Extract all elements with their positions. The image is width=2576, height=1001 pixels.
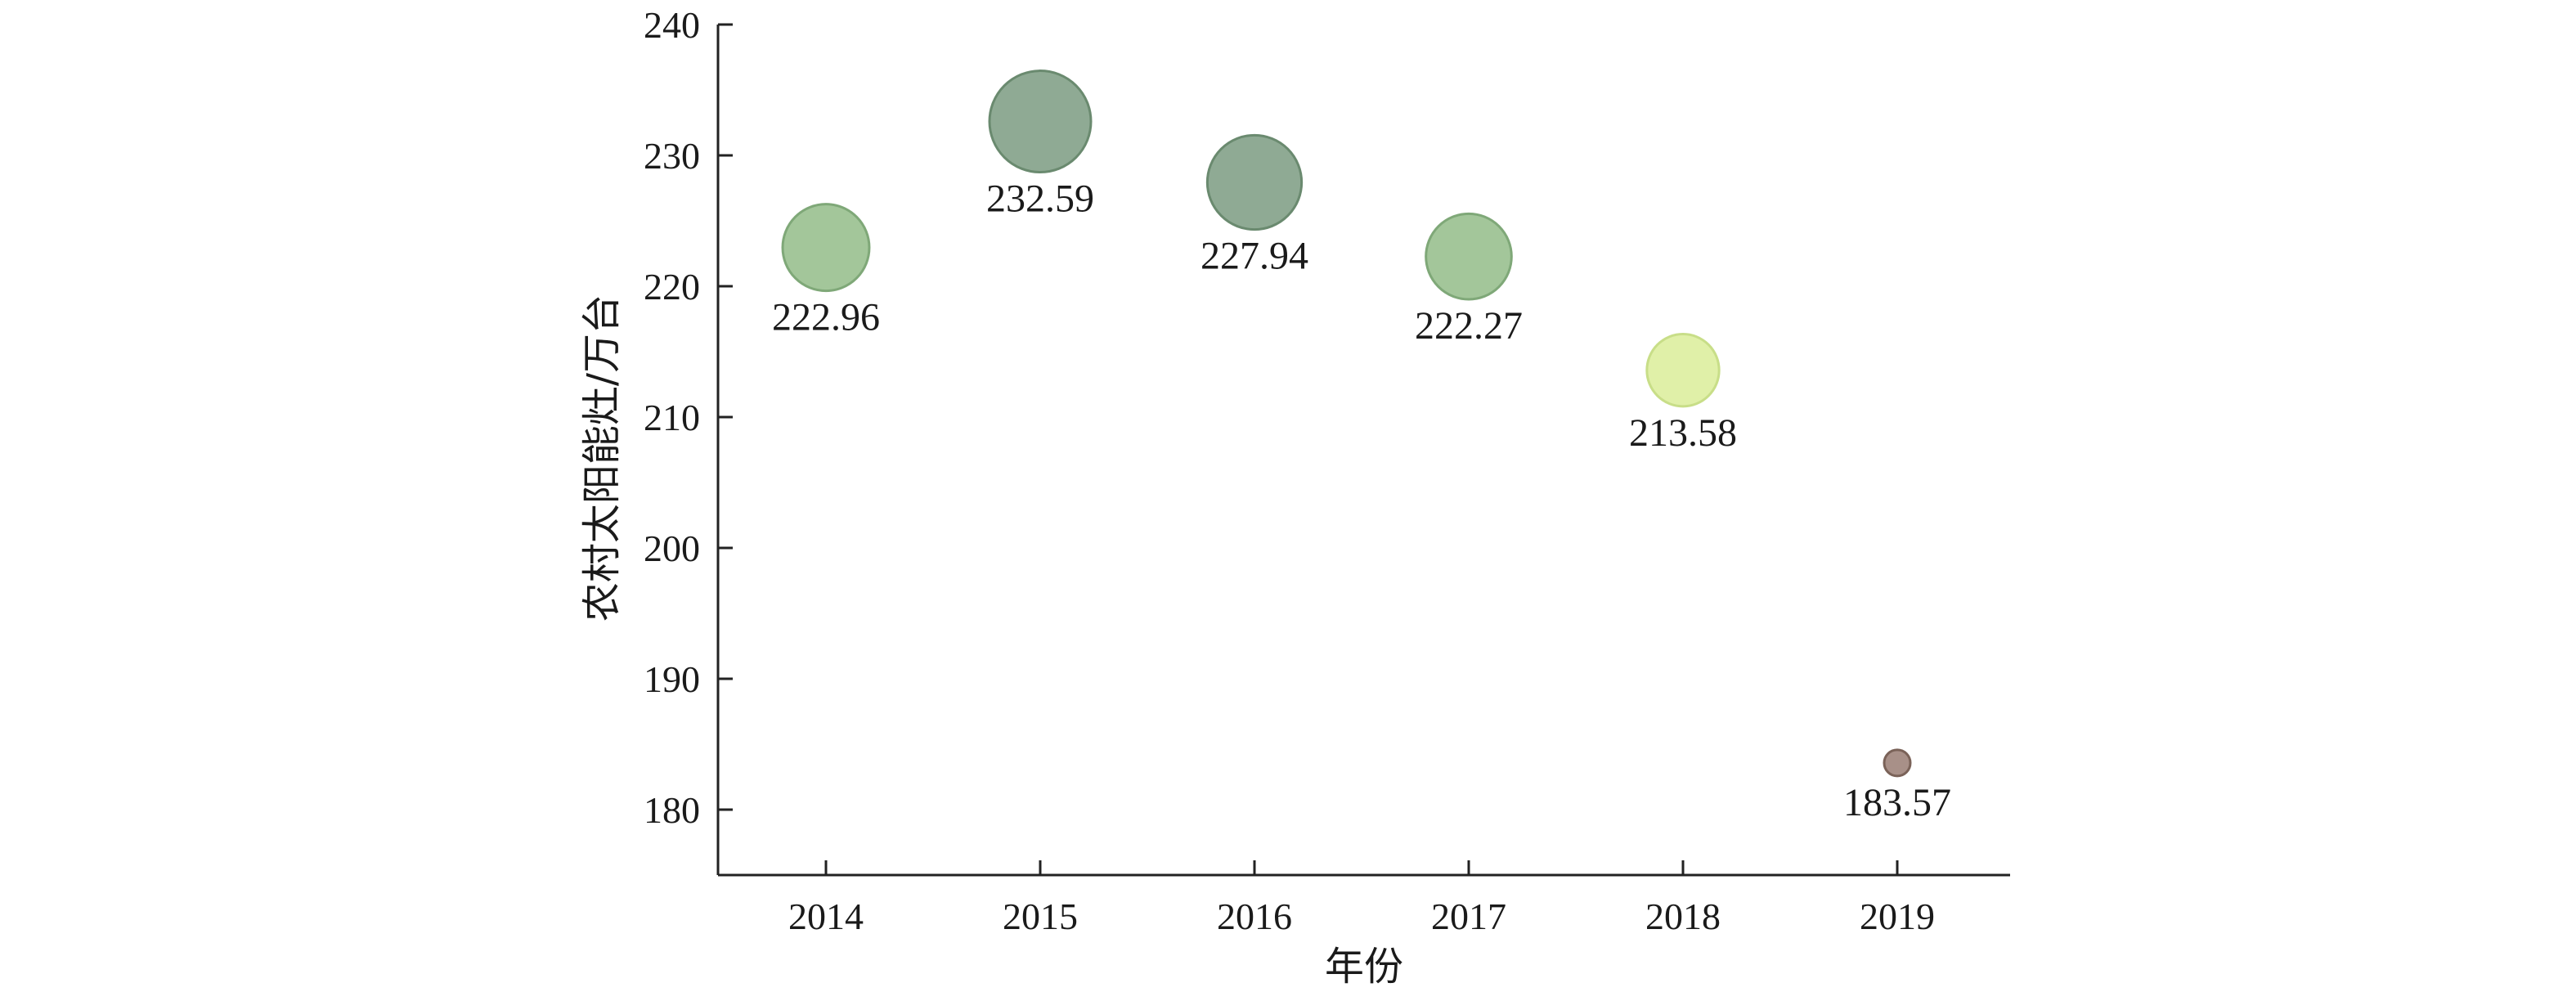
data-label-2016: 227.94 <box>1200 235 1308 278</box>
x-ticks: 2014 2015 2016 2017 2018 2019 <box>788 860 1935 937</box>
data-label-2015: 232.59 <box>986 177 1094 221</box>
data-label-2017: 222.27 <box>1415 304 1523 348</box>
y-axis-title: 农村太阳能灶/万台 <box>579 294 625 622</box>
y-tick-label: 240 <box>644 4 700 46</box>
data-label-2018: 213.58 <box>1629 411 1737 455</box>
x-tick-label: 2016 <box>1217 896 1292 937</box>
bubble-2016 <box>1205 133 1304 231</box>
bubbles <box>781 70 1912 778</box>
y-tick-label: 180 <box>644 789 700 831</box>
data-labels: 222.96 232.59 227.94 222.27 213.58 183.57 <box>772 177 1951 824</box>
x-tick-label: 2019 <box>1860 896 1935 937</box>
y-tick-label: 220 <box>644 266 700 307</box>
x-tick-label: 2015 <box>1003 896 1078 937</box>
y-tick-label: 190 <box>644 658 700 700</box>
x-tick-label: 2017 <box>1431 896 1506 937</box>
bubble-2018 <box>1645 333 1721 408</box>
x-tick-label: 2014 <box>788 896 864 937</box>
y-ticks: 180 190 200 210 220 230 240 <box>644 4 733 831</box>
y-tick-label: 230 <box>644 135 700 177</box>
bubble-2017 <box>1425 212 1513 301</box>
y-tick-label: 200 <box>644 527 700 569</box>
data-label-2014: 222.96 <box>772 296 880 339</box>
bubble-2015 <box>988 70 1093 174</box>
x-tick-label: 2018 <box>1645 896 1721 937</box>
x-axis-title: 年份 <box>1325 944 1403 990</box>
bubble-2019 <box>1883 748 1912 778</box>
axes <box>716 25 2010 877</box>
y-tick-label: 210 <box>644 397 700 438</box>
bubble-2014 <box>781 203 871 293</box>
data-label-2019: 183.57 <box>1843 781 1951 824</box>
